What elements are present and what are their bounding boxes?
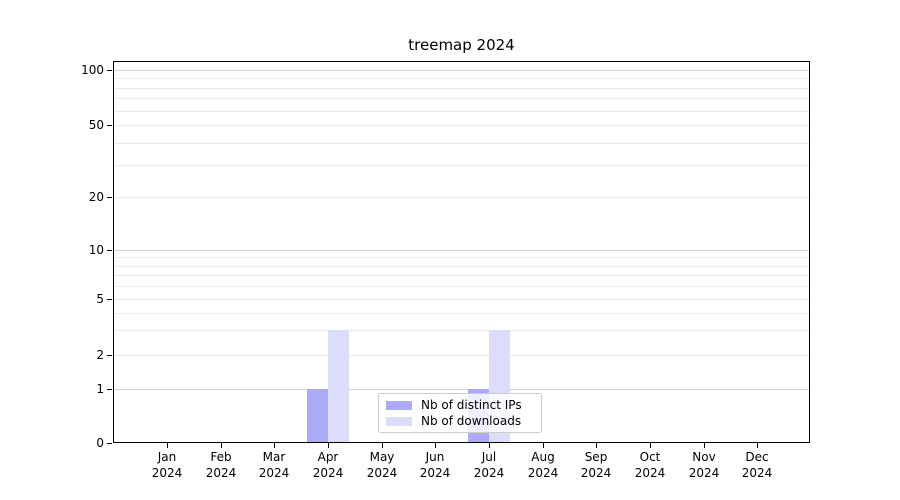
grid-layer — [114, 62, 809, 442]
legend-item: Nb of distinct IPs — [386, 398, 534, 412]
x-tick-label-jan: Jan 2024 — [139, 449, 195, 481]
gridline-y-5 — [114, 299, 809, 300]
y-tick-mark-50 — [107, 125, 112, 126]
legend-label-downloads: Nb of downloads — [421, 414, 522, 428]
x-tick-mark-mar — [274, 443, 275, 448]
y-tick-mark-100 — [107, 70, 112, 71]
gridline-y-2 — [114, 355, 809, 356]
y-tick-mark-2 — [107, 355, 112, 356]
x-tick-year: 2024 — [580, 466, 612, 480]
gridline-y-30 — [114, 165, 809, 166]
x-tick-label-feb: Feb 2024 — [193, 449, 249, 481]
x-tick-mark-dec — [757, 443, 758, 448]
x-tick-mark-may — [382, 443, 383, 448]
plot-area — [113, 61, 810, 443]
x-tick-mark-jul — [489, 443, 490, 448]
gridline-y-3 — [114, 330, 809, 331]
bar-layer — [114, 62, 809, 442]
x-tick-label-aug: Aug 2024 — [515, 449, 571, 481]
gridline-y-80 — [114, 88, 809, 89]
x-tick-year: 2024 — [258, 466, 290, 480]
legend-item: Nb of downloads — [386, 414, 534, 428]
y-tick-mark-20 — [107, 197, 112, 198]
gridline-y-9 — [114, 257, 809, 258]
y-tick-label-50: 50 — [88, 118, 104, 132]
x-tick-year: 2024 — [688, 466, 720, 480]
x-tick-month: Sep — [584, 450, 608, 464]
x-tick-mark-jan — [167, 443, 168, 448]
x-tick-month: Aug — [531, 450, 555, 464]
x-tick-label-jun: Jun 2024 — [407, 449, 463, 481]
x-tick-month: Jan — [157, 450, 177, 464]
y-tick-label-0: 0 — [96, 436, 104, 450]
gridline-y-40 — [114, 143, 809, 144]
x-tick-mark-feb — [221, 443, 222, 448]
x-tick-month: Oct — [639, 450, 661, 464]
x-tick-year: 2024 — [473, 466, 505, 480]
y-tick-label-10: 10 — [88, 243, 104, 257]
x-tick-mark-nov — [704, 443, 705, 448]
x-tick-year: 2024 — [312, 466, 344, 480]
gridline-y-70 — [114, 98, 809, 99]
x-tick-month: Apr — [317, 450, 339, 464]
x-tick-year: 2024 — [419, 466, 451, 480]
x-tick-year: 2024 — [527, 466, 559, 480]
x-tick-month: Jun — [425, 450, 445, 464]
chart-title: treemap 2024 — [408, 36, 515, 54]
x-tick-month: Dec — [745, 450, 769, 464]
x-tick-year: 2024 — [151, 466, 183, 480]
x-tick-label-mar: Mar 2024 — [246, 449, 302, 481]
gridline-y-90 — [114, 78, 809, 79]
x-tick-month: Nov — [692, 450, 716, 464]
x-tick-label-nov: Nov 2024 — [676, 449, 732, 481]
gridline-y-7 — [114, 275, 809, 276]
x-tick-year: 2024 — [205, 466, 237, 480]
x-tick-label-apr: Apr 2024 — [300, 449, 356, 481]
x-tick-mark-apr — [328, 443, 329, 448]
x-tick-year: 2024 — [741, 466, 773, 480]
x-tick-label-oct: Oct 2024 — [622, 449, 678, 481]
legend-swatch-downloads — [386, 416, 412, 426]
x-tick-month: May — [369, 450, 395, 464]
x-tick-label-jul: Jul 2024 — [461, 449, 517, 481]
x-tick-month: Mar — [262, 450, 286, 464]
x-tick-mark-jun — [435, 443, 436, 448]
gridline-y-60 — [114, 111, 809, 112]
gridline-y-4 — [114, 313, 809, 314]
x-tick-mark-oct — [650, 443, 651, 448]
gridline-y-20 — [114, 197, 809, 198]
x-tick-month: Jul — [481, 450, 497, 464]
x-tick-year: 2024 — [634, 466, 666, 480]
y-tick-label-100: 100 — [81, 63, 104, 77]
gridline-y-100 — [114, 70, 809, 71]
y-tick-mark-1 — [107, 389, 112, 390]
y-tick-mark-5 — [107, 299, 112, 300]
bar-distinct-ips-apr — [307, 389, 328, 442]
gridline-y-6 — [114, 286, 809, 287]
x-tick-label-dec: Dec 2024 — [729, 449, 785, 481]
legend-label-distinct-ips: Nb of distinct IPs — [421, 398, 522, 412]
y-tick-label-2: 2 — [96, 348, 104, 362]
y-tick-label-1: 1 — [96, 382, 104, 396]
gridline-y-10 — [114, 250, 809, 251]
legend: Nb of distinct IPs Nb of downloads — [378, 393, 542, 433]
x-tick-label-sep: Sep 2024 — [568, 449, 624, 481]
x-tick-mark-sep — [596, 443, 597, 448]
y-tick-mark-10 — [107, 250, 112, 251]
y-tick-label-20: 20 — [88, 190, 104, 204]
y-tick-mark-0 — [107, 443, 112, 444]
y-tick-label-5: 5 — [96, 292, 104, 306]
bar-downloads-apr — [328, 330, 349, 442]
x-tick-mark-aug — [543, 443, 544, 448]
x-tick-label-may: May 2024 — [354, 449, 410, 481]
gridline-y-1 — [114, 389, 809, 390]
legend-swatch-distinct-ips — [386, 400, 412, 410]
gridline-y-50 — [114, 125, 809, 126]
x-tick-year: 2024 — [366, 466, 398, 480]
gridline-y-8 — [114, 266, 809, 267]
x-tick-month: Feb — [210, 450, 232, 464]
